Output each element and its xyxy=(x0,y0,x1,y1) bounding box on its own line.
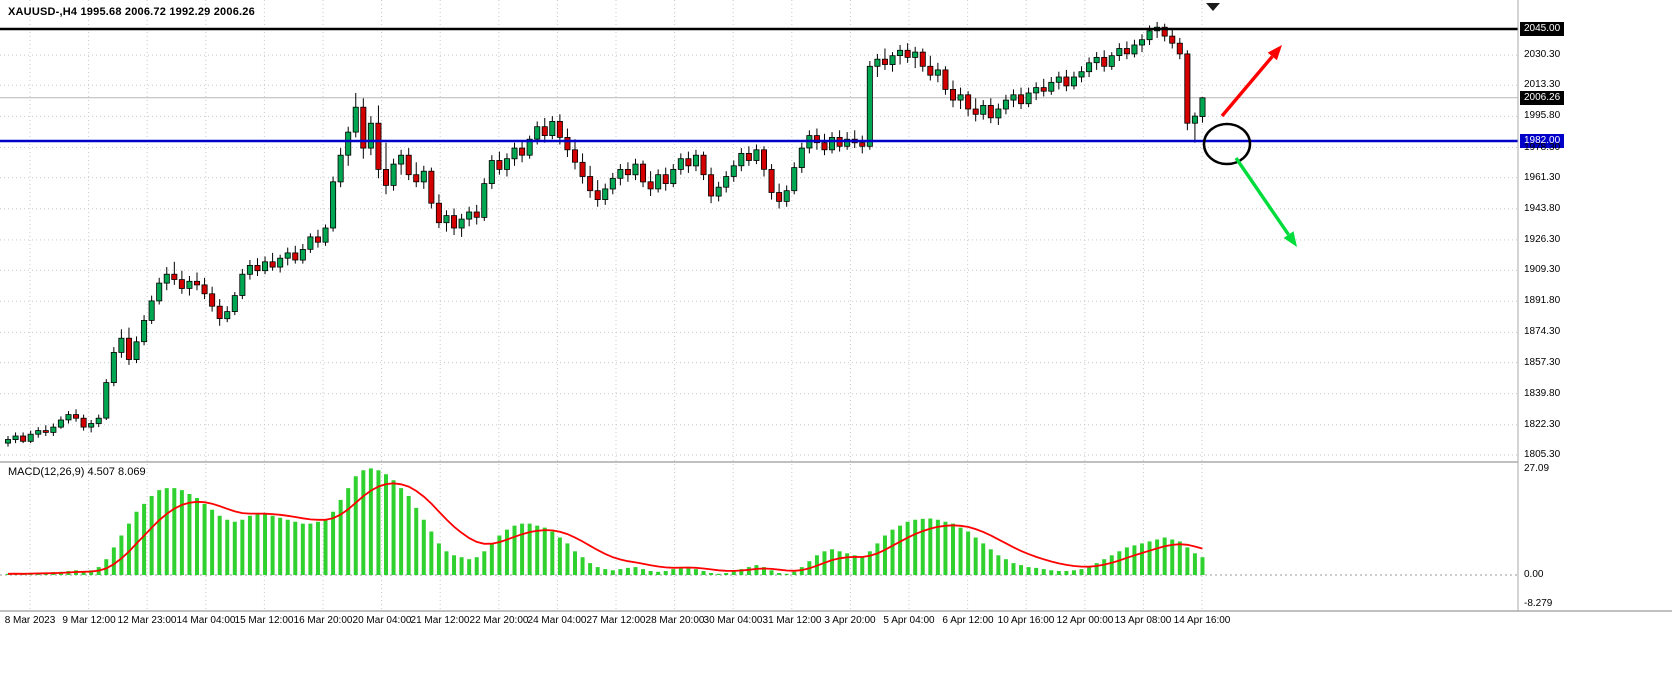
candlesticks xyxy=(5,21,1206,447)
grid-lines xyxy=(0,0,1518,611)
resistance-price-tag[interactable]: 2045.00 xyxy=(1520,22,1565,36)
bearish-arrow-head xyxy=(1283,231,1297,247)
chart-symbol-ohlc-title: XAUUSD-,H4 1995.68 2006.72 1992.29 2006.… xyxy=(8,6,255,18)
macd-signal-line xyxy=(7,482,1203,575)
macd-indicator xyxy=(6,468,1205,575)
bullish-arrow xyxy=(1220,55,1274,118)
analysis-annotations[interactable] xyxy=(1202,45,1297,247)
bullish-arrow-head xyxy=(1267,45,1282,61)
macd-indicator-label: MACD(12,26,9) 4.507 8.069 xyxy=(8,466,146,478)
highlight-circle xyxy=(1202,122,1252,166)
support-price-tag[interactable]: 1982.00 xyxy=(1520,134,1565,148)
current-price-tag: 2006.26 xyxy=(1520,91,1565,105)
chart-shift-marker-icon xyxy=(1206,3,1220,11)
bearish-arrow xyxy=(1234,157,1290,236)
horizontal-level-lines[interactable] xyxy=(0,27,1518,143)
